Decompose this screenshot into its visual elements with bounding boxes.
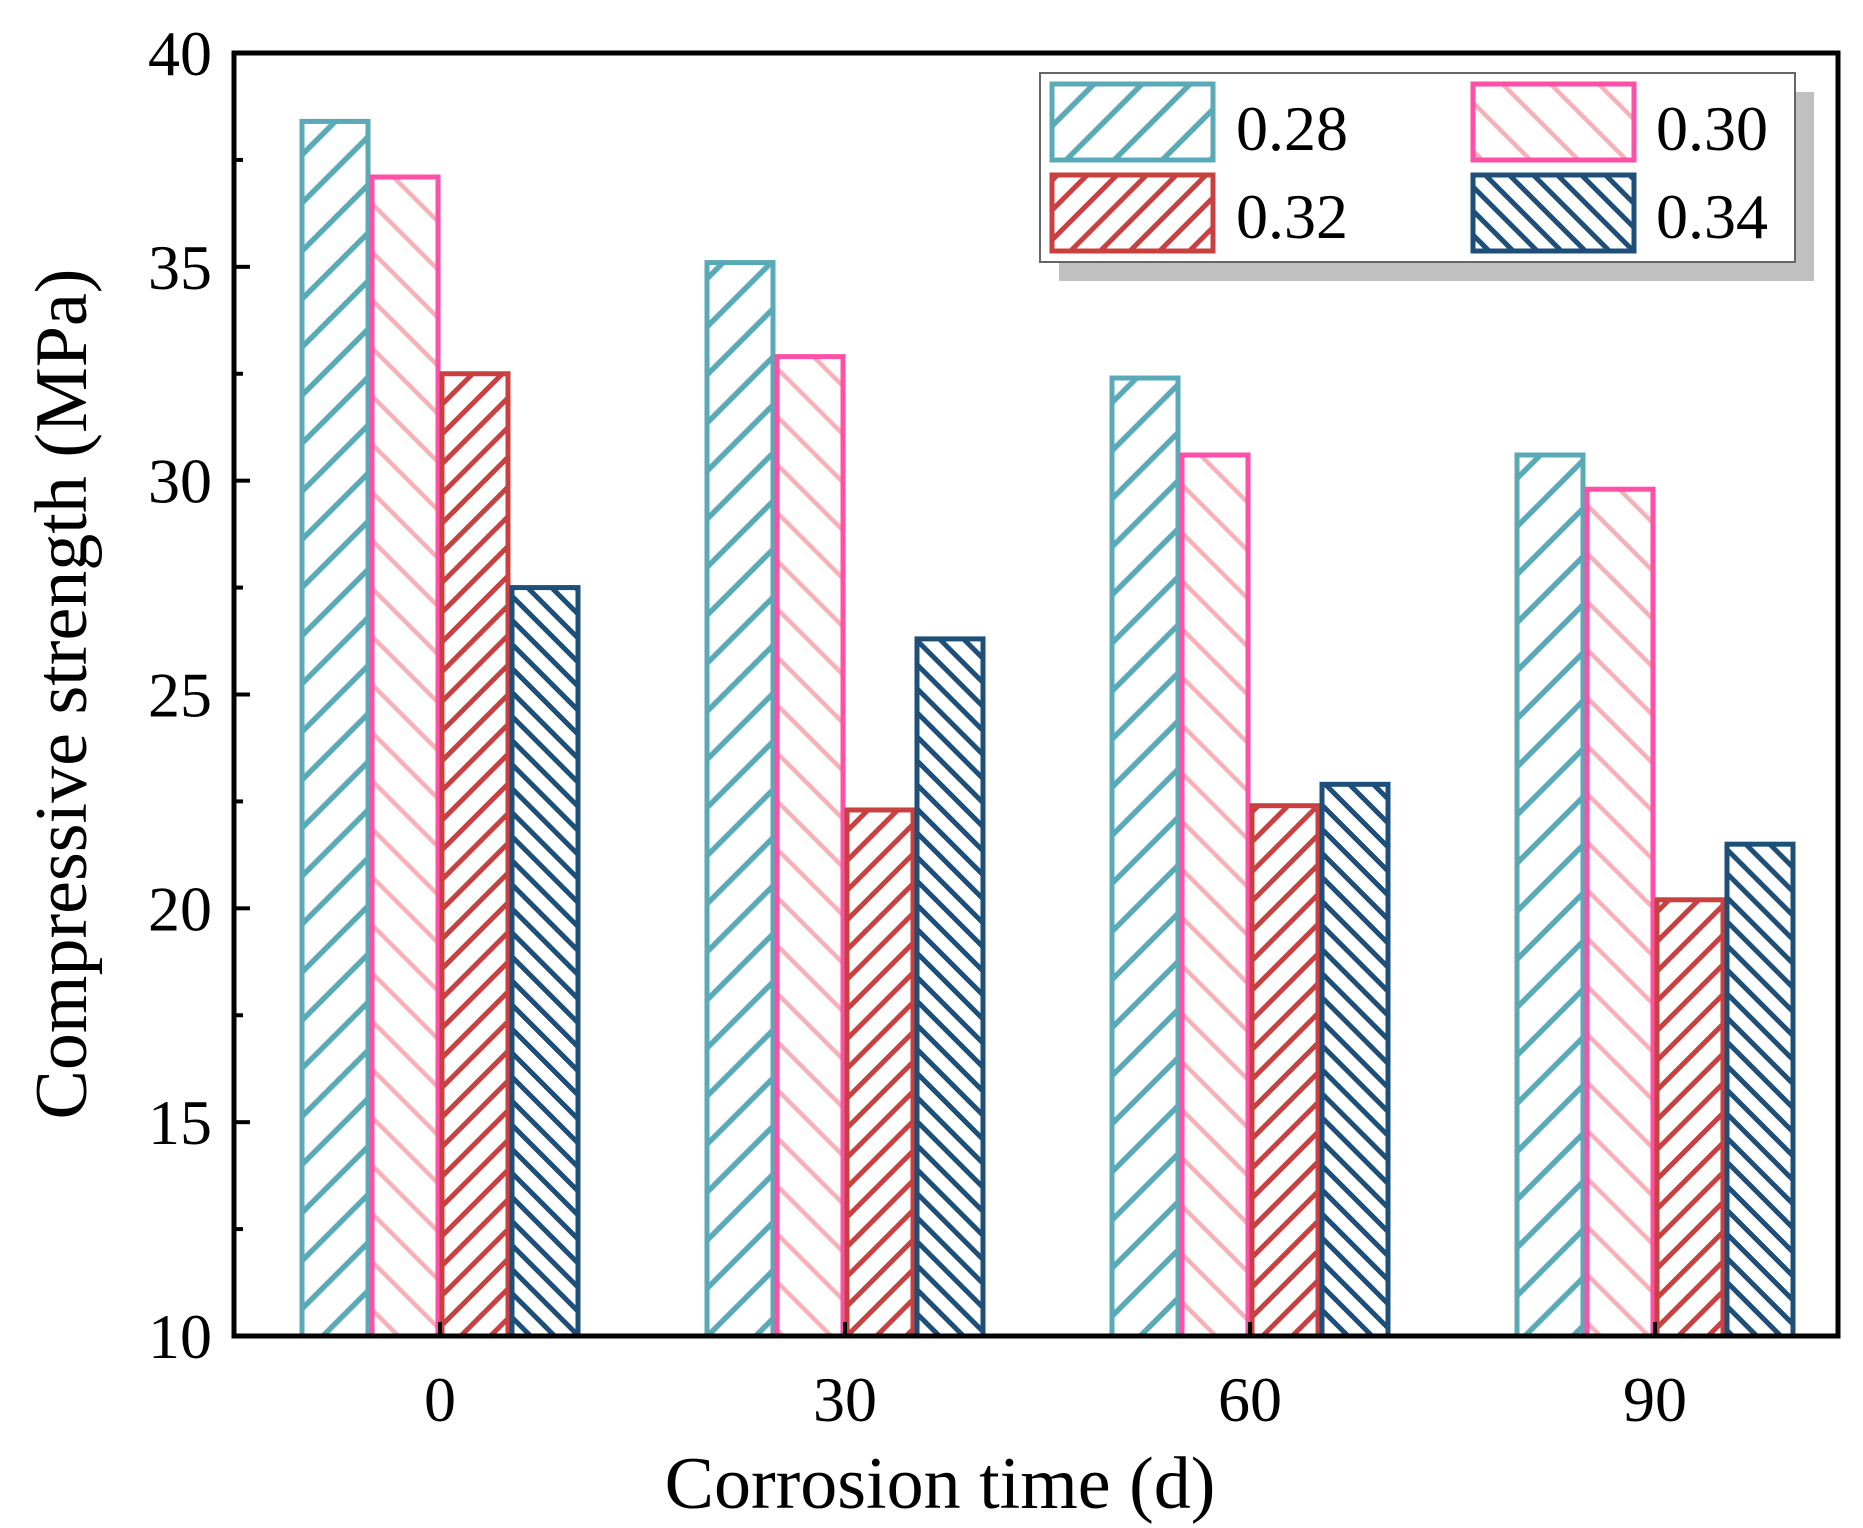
x-tick-label: 90	[1623, 1364, 1687, 1435]
bar-0.30-90	[1584, 486, 1656, 1339]
legend-swatch-0.32	[1049, 172, 1216, 254]
bar-0.28-90	[1514, 452, 1586, 1339]
y-axis-label: Compressive strength (MPa)	[21, 269, 103, 1120]
x-tick-label: 30	[813, 1364, 877, 1435]
y-tick-label: 15	[148, 1087, 212, 1158]
y-tick-label: 35	[148, 232, 212, 303]
legend-swatch-0.28	[1049, 81, 1216, 163]
bar-0.30-30	[774, 354, 846, 1339]
legend: 0.28 0.30 0.32 0.34	[1039, 72, 1814, 281]
bar-0.34-60	[1319, 781, 1391, 1339]
bar-0.32-30	[844, 807, 916, 1339]
bar-0.28-0	[299, 118, 371, 1339]
legend-label-0.28: 0.28	[1236, 93, 1348, 164]
x-axis: 0 30 60 90	[424, 1322, 1687, 1435]
legend-swatch-0.34	[1470, 172, 1637, 254]
bar-0.28-60	[1109, 375, 1181, 1339]
bar-0.28-30	[704, 260, 776, 1339]
y-axis: 10 15 20 25 30 35 40	[148, 18, 250, 1372]
x-tick-label: 60	[1218, 1364, 1282, 1435]
y-tick-label: 40	[148, 18, 212, 89]
bar-0.34-0	[509, 585, 581, 1339]
bar-0.34-30	[914, 636, 986, 1339]
bar-0.30-0	[369, 174, 441, 1339]
bar-0.32-60	[1249, 803, 1321, 1339]
x-tick-label: 0	[424, 1364, 456, 1435]
x-axis-label: Corrosion time (d)	[665, 1443, 1216, 1525]
legend-label-0.32: 0.32	[1236, 181, 1348, 252]
y-tick-label: 10	[148, 1301, 212, 1372]
legend-swatch-0.30	[1470, 81, 1637, 163]
bar-0.32-90	[1654, 897, 1726, 1339]
y-tick-label: 20	[148, 873, 212, 944]
legend-label-0.30: 0.30	[1656, 93, 1768, 164]
bar-0.34-90	[1724, 841, 1796, 1339]
bar-0.30-60	[1179, 452, 1251, 1339]
bars-layer	[299, 118, 1796, 1339]
legend-label-0.34: 0.34	[1656, 181, 1768, 252]
y-tick-label: 25	[148, 660, 212, 731]
bar-0.32-0	[439, 371, 511, 1339]
y-tick-label: 30	[148, 446, 212, 517]
